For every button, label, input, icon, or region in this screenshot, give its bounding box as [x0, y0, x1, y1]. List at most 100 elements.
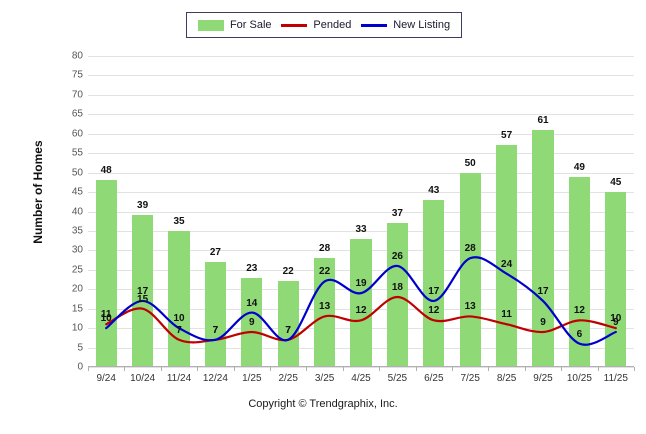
y-tick-label: 20	[71, 283, 83, 295]
y-tick-label: 35	[71, 225, 83, 237]
point-value-label: 10	[100, 313, 112, 325]
x-tick-label: 8/25	[496, 373, 517, 384]
x-tick-label: 11/25	[603, 373, 628, 384]
point-value-label: 12	[573, 305, 585, 317]
point-value-label: 17	[428, 285, 440, 297]
legend-swatch-for-sale-icon	[197, 19, 224, 31]
bar-value-label: 35	[173, 215, 185, 227]
x-tick-mark	[124, 367, 126, 371]
point-value-label: 17	[137, 285, 149, 297]
legend-item-pended[interactable]: Pended	[281, 19, 351, 31]
legend-item-new-listing[interactable]: New Listing	[361, 19, 450, 31]
point-value-label: 13	[464, 301, 476, 313]
point-value-label: 10	[610, 313, 622, 325]
x-tick-mark	[342, 367, 344, 371]
bar-value-label: 39	[137, 200, 149, 212]
x-tick-mark	[270, 367, 271, 371]
point-value-label: 9	[540, 317, 546, 328]
x-tick-label: 9/25	[533, 373, 553, 384]
x-tick-label: 9/24	[96, 373, 116, 384]
bar-value-label: 45	[610, 177, 622, 189]
gridline	[88, 133, 634, 135]
bar[interactable]	[605, 192, 627, 367]
point-value-label: 6	[576, 328, 583, 340]
point-value-label: 7	[212, 324, 219, 336]
x-tick-label: 7/25	[460, 373, 480, 384]
point-value-label: 19	[355, 278, 367, 290]
point-value-label: 11	[100, 309, 112, 321]
x-tick-mark	[452, 367, 453, 371]
gridline	[88, 192, 634, 194]
gridline	[88, 367, 634, 368]
bar[interactable]	[423, 199, 445, 367]
bar[interactable]	[168, 230, 190, 367]
point-value-label: 24	[501, 258, 513, 270]
bar-value-label: 27	[209, 247, 221, 259]
bar-value-label: 48	[100, 165, 112, 177]
y-tick-label: 25	[71, 264, 83, 276]
bar[interactable]	[241, 277, 263, 367]
bar-value-label: 22	[282, 266, 294, 278]
legend-label-for-sale: For Sale	[229, 19, 272, 31]
y-tick-label: 40	[71, 206, 83, 217]
legend-label-pended: Pended	[313, 19, 352, 31]
bar[interactable]	[496, 145, 518, 367]
gridline	[88, 230, 634, 232]
gridline	[88, 153, 634, 155]
bar[interactable]	[386, 223, 408, 367]
x-tick-label: 11/24	[166, 373, 192, 384]
bar-value-label: 28	[319, 243, 331, 255]
point-value-label: 12	[355, 305, 367, 317]
x-tick-mark	[561, 367, 563, 371]
bar-value-label: 33	[355, 223, 367, 235]
y-tick-label: 70	[71, 89, 83, 101]
x-tick-mark	[379, 367, 381, 371]
bar[interactable]	[459, 172, 481, 367]
bar[interactable]	[132, 215, 154, 367]
bar[interactable]	[568, 176, 590, 367]
y-tick-label: 5	[77, 342, 83, 354]
plot-area: 0 5 10 15 20 25 30 35 40 45 50 55 60 65 70 75 80 48 39 35 2…	[72, 51, 635, 384]
y-tick-label: 65	[71, 108, 83, 120]
x-tick-label: 1/25	[242, 373, 262, 384]
y-axis-title: Number of Homes	[31, 140, 45, 244]
x-tick-mark	[488, 367, 490, 371]
bar-value-label: 23	[246, 262, 258, 274]
y-tick-label: 10	[71, 322, 83, 334]
point-value-label: 17	[537, 285, 549, 297]
bar[interactable]	[277, 281, 299, 367]
bar-value-label: 49	[573, 161, 585, 173]
point-value-label: 28	[464, 243, 476, 255]
y-tick-label: 30	[71, 244, 83, 256]
y-tick-label: 55	[71, 147, 83, 159]
y-tick-label: 45	[71, 186, 83, 198]
y-tick-label: 60	[71, 128, 83, 140]
legend-item-for-sale[interactable]: For Sale	[197, 19, 272, 31]
point-value-label: 22	[319, 266, 331, 278]
point-value-label: 7	[285, 324, 291, 336]
point-value-label: 12	[428, 305, 440, 317]
x-tick-mark	[306, 367, 308, 371]
line-path	[105, 295, 617, 344]
x-tick-mark	[160, 367, 162, 371]
gridline	[88, 94, 634, 96]
line-series-layer	[105, 256, 617, 346]
x-tick-label: 6/25	[424, 373, 444, 384]
point-value-label: 10	[173, 313, 185, 325]
x-tick-mark	[634, 367, 635, 371]
x-tick-mark	[524, 367, 526, 371]
point-value-label: 18	[391, 282, 403, 294]
point-value-label: 15	[137, 293, 149, 305]
legend-swatch-new-listing-icon	[361, 23, 388, 27]
gridline	[88, 56, 634, 57]
x-axis-line	[88, 366, 634, 367]
bar[interactable]	[350, 238, 372, 367]
x-tick-mark	[597, 367, 599, 371]
point-value-label: 9	[613, 317, 619, 328]
y-tick-label: 80	[71, 50, 83, 62]
gridline	[88, 172, 634, 174]
bar-value-label: 57	[501, 130, 513, 142]
bar-value-label: 50	[464, 157, 476, 169]
line-path	[105, 256, 617, 346]
